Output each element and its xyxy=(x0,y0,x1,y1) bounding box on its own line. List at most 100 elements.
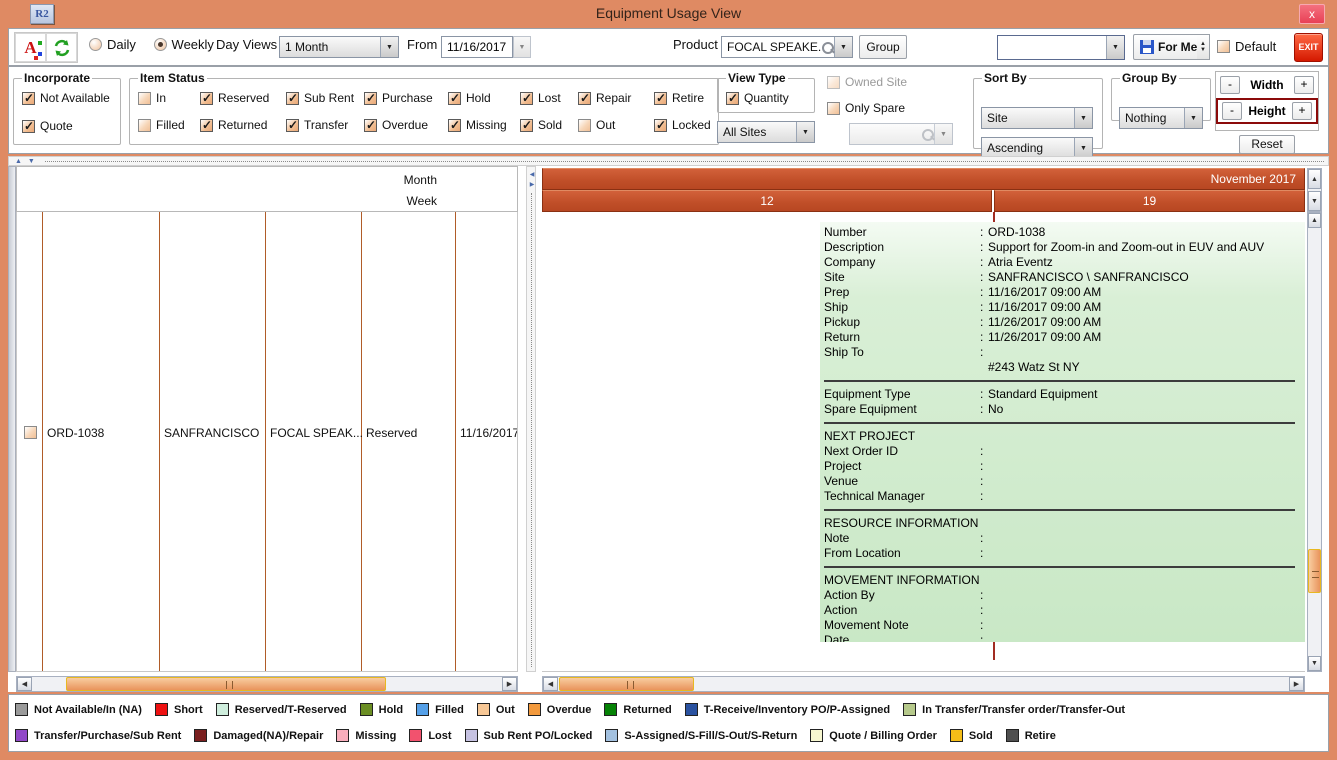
tooltip-value xyxy=(988,444,1301,459)
exit-button[interactable]: EXIT xyxy=(1294,33,1323,62)
cell-date[interactable]: 11/16/2017 xyxy=(460,426,518,440)
item-status-checkbox[interactable]: Sub Rent xyxy=(286,91,364,105)
cell-order-number[interactable]: ORD-1038 xyxy=(47,426,105,440)
header-mini-scrollbar[interactable]: ▲ ▼ xyxy=(1307,168,1322,212)
item-status-checkbox[interactable]: Locked xyxy=(654,118,711,132)
legend-swatch xyxy=(409,729,423,742)
from-date-dropdown[interactable]: ▼ xyxy=(513,36,531,58)
height-plus-button[interactable]: + xyxy=(1292,102,1312,120)
from-date-input[interactable]: 11/16/2017 xyxy=(441,36,513,58)
scroll-down-icon[interactable]: ▼ xyxy=(1308,656,1321,671)
tooltip-value: 11/26/2017 09:00 AM xyxy=(988,315,1102,329)
left-splitter-strip[interactable] xyxy=(8,166,16,672)
legend-item: Not Available/In (NA) xyxy=(15,703,142,716)
tooltip-separator: : xyxy=(980,459,984,473)
refresh-button[interactable] xyxy=(46,33,77,62)
item-status-checkbox[interactable]: Purchase xyxy=(364,91,448,105)
item-status-checkbox[interactable]: Filled xyxy=(138,118,200,132)
scroll-up-icon[interactable]: ▲ xyxy=(1308,169,1321,189)
group-button[interactable]: Group xyxy=(859,35,907,59)
filter-panel: Incorporate Not Available Quote Item Sta… xyxy=(8,66,1329,159)
spare-search-select[interactable]: ▼ xyxy=(849,123,953,145)
for-me-button[interactable]: For Me xyxy=(1133,34,1205,60)
item-status-checkbox[interactable]: Out xyxy=(578,118,654,132)
width-minus-button[interactable]: - xyxy=(1220,76,1240,94)
item-status-checkbox[interactable]: Hold xyxy=(448,91,520,105)
item-status-checkbox[interactable]: Reserved xyxy=(200,91,286,105)
item-status-checkbox[interactable]: Transfer xyxy=(286,118,364,132)
cell-product[interactable]: FOCAL SPEAK... xyxy=(270,426,363,440)
scroll-down-icon[interactable]: ▼ xyxy=(1308,191,1321,211)
close-button[interactable]: x xyxy=(1299,4,1325,24)
checkbox-icon xyxy=(138,91,151,105)
default-checkbox[interactable]: Default xyxy=(1217,39,1276,54)
cell-status[interactable]: Reserved xyxy=(366,426,418,440)
tooltip-line: Ship : 11/16/2017 09:00 AM xyxy=(824,300,1301,315)
tooltip-separator: : xyxy=(980,618,984,632)
scroll-thumb[interactable] xyxy=(1308,549,1321,593)
row-select-checkbox[interactable] xyxy=(24,426,37,439)
scroll-thumb[interactable] xyxy=(559,677,694,691)
splitter-collapse-left-icon[interactable]: ◀ xyxy=(529,172,535,178)
splitter-collapse-icons[interactable]: ▲ ▼ xyxy=(15,158,37,165)
quantity-checkbox[interactable]: Quantity xyxy=(726,91,789,105)
cell-site[interactable]: SANFRANCISCO xyxy=(164,426,260,440)
view-mode-radio[interactable]: Daily xyxy=(89,37,136,52)
scroll-left-icon[interactable]: ◀ xyxy=(543,677,558,691)
item-status-checkbox[interactable]: Repair xyxy=(578,91,654,105)
scroll-thumb[interactable] xyxy=(66,677,386,691)
product-select[interactable]: FOCAL SPEAKE... ▼ xyxy=(721,36,853,58)
vertical-splitter[interactable]: ◀ ▶ xyxy=(526,166,536,672)
group-by-select[interactable]: Nothing ▼ xyxy=(1119,107,1203,129)
incorporate-checkbox[interactable]: Quote xyxy=(22,119,112,133)
scroll-left-icon[interactable]: ◀ xyxy=(17,677,32,691)
checkbox-label: Out xyxy=(596,118,616,132)
height-minus-button[interactable]: - xyxy=(1222,102,1242,120)
scroll-right-icon[interactable]: ▶ xyxy=(1289,677,1304,691)
scroll-up-icon[interactable]: ▲ xyxy=(1308,213,1321,228)
gantt-week-header: 12 xyxy=(542,190,992,212)
spare-checkbox[interactable]: Owned Site xyxy=(827,75,907,89)
tooltip-separator: : xyxy=(980,402,984,416)
item-status-checkbox[interactable]: Missing xyxy=(448,118,520,132)
splitter-collapse-right-icon[interactable]: ▶ xyxy=(529,182,535,188)
item-status-checkbox[interactable]: Lost xyxy=(520,91,578,105)
horizontal-splitter[interactable]: ▲ ▼ xyxy=(8,156,1329,166)
spare-checkbox[interactable]: Only Spare xyxy=(827,101,907,115)
height-label: Height xyxy=(1248,104,1286,118)
sort-field-select[interactable]: Site ▼ xyxy=(981,107,1093,129)
chevron-down-icon: ▼ xyxy=(514,37,530,57)
width-plus-button[interactable]: + xyxy=(1294,76,1314,94)
for-me-spinner[interactable]: ▲ ▼ xyxy=(1197,34,1210,60)
item-status-checkbox[interactable]: Retire xyxy=(654,91,710,105)
saved-view-select[interactable]: ▼ xyxy=(997,35,1125,60)
item-status-checkbox[interactable]: Sold xyxy=(520,118,578,132)
view-mode-radio[interactable]: Weekly xyxy=(153,37,214,52)
checkbox-icon xyxy=(286,118,299,132)
search-icon[interactable] xyxy=(821,41,834,54)
font-color-button[interactable]: A xyxy=(15,33,46,62)
incorporate-checkbox[interactable]: Not Available xyxy=(22,91,112,105)
item-status-checkbox[interactable]: Overdue xyxy=(364,118,448,132)
scroll-right-icon[interactable]: ▶ xyxy=(502,677,517,691)
tooltip-label: NEXT PROJECT xyxy=(824,429,916,443)
sites-select[interactable]: All Sites ▼ xyxy=(717,121,815,143)
gantt-vertical-scrollbar[interactable]: ▲ ▼ xyxy=(1307,212,1322,672)
week-row-label: Week xyxy=(406,194,437,208)
item-status-checkbox[interactable]: Returned xyxy=(200,118,286,132)
sort-direction-select[interactable]: Ascending ▼ xyxy=(981,137,1093,159)
legend-swatch xyxy=(476,703,490,716)
legend-label: Quote / Billing Order xyxy=(829,729,937,742)
item-status-checkbox[interactable]: In xyxy=(138,91,200,105)
tooltip-label: Ship xyxy=(824,300,849,314)
gantt-horizontal-scrollbar[interactable]: ◀ ▶ xyxy=(542,676,1305,692)
legend-swatch xyxy=(605,729,619,742)
save-icon xyxy=(1140,40,1154,54)
tooltip-label: Technical Manager xyxy=(824,489,925,503)
grid-horizontal-scrollbar[interactable]: ◀ ▶ xyxy=(16,676,518,692)
tooltip-separator xyxy=(980,573,988,588)
day-views-select[interactable]: 1 Month ▼ xyxy=(279,36,399,58)
reset-button[interactable]: Reset xyxy=(1239,135,1295,154)
grid-column-line xyxy=(265,212,266,671)
tooltip-label: Movement Note xyxy=(824,618,909,632)
